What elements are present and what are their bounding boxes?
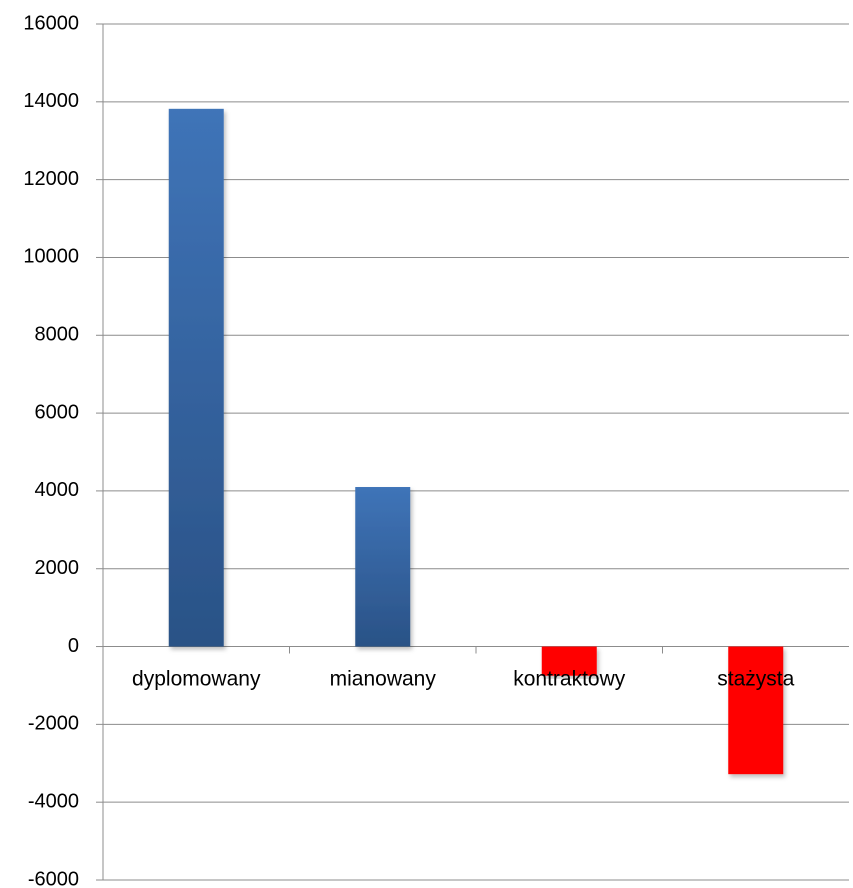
y-tick-label: 16000	[23, 12, 79, 34]
bars	[168, 108, 784, 775]
bar-stażysta	[728, 646, 784, 775]
y-tick-label: -2000	[28, 713, 79, 735]
y-tick-label: 14000	[23, 90, 79, 112]
x-axis-category-labels: dyplomowany mianowany kontraktowy stażysta	[132, 668, 795, 691]
y-tick-label: 4000	[35, 479, 80, 501]
x-category-label: dyplomowany	[132, 668, 261, 691]
x-category-label: stażysta	[717, 668, 794, 691]
y-tick-label: 8000	[35, 324, 80, 346]
y-tick-label: 12000	[23, 168, 79, 190]
x-category-label: mianowany	[330, 668, 437, 691]
y-tick-label: 2000	[35, 557, 80, 579]
axes	[96, 23, 663, 881]
y-tick-label: 10000	[23, 246, 79, 268]
y-tick-label: -4000	[28, 790, 79, 812]
bar-mianowany	[355, 487, 411, 647]
bar-dyplomowany	[168, 108, 224, 647]
x-category-label: kontraktowy	[513, 668, 626, 691]
y-tick-label: 6000	[35, 401, 80, 423]
y-tick-label: 0	[68, 635, 79, 657]
y-tick-label: -6000	[28, 868, 79, 888]
bar-kontraktowy	[541, 646, 597, 676]
y-axis-tick-labels: 16000 14000 12000 10000 8000 6000 4000 2000 0 -20…	[23, 12, 79, 888]
